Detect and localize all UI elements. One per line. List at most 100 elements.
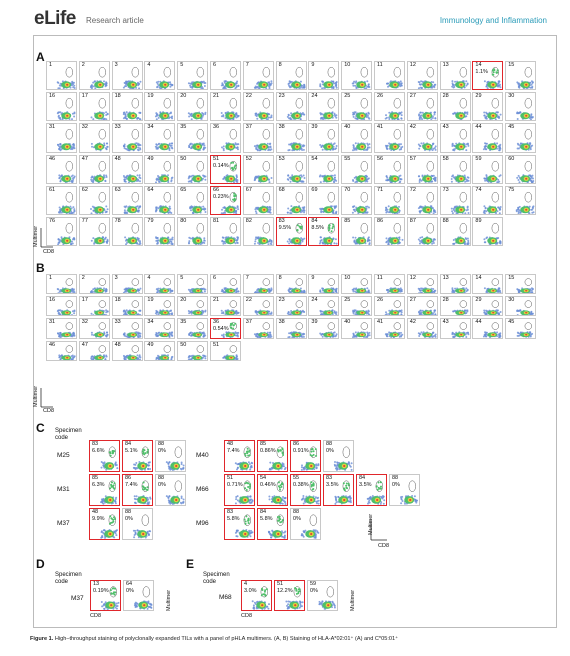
panel-e-code: M68 (219, 594, 232, 601)
plot-number: 36 (213, 319, 220, 326)
plot-number: 55 (344, 155, 351, 162)
panel-c-xlabel: CD8 (378, 543, 390, 549)
plot-number: 3 (114, 275, 118, 281)
plot-percentage: 0% (310, 588, 318, 594)
plot-percentage: 3.5% (359, 482, 372, 488)
plot-number: 25 (344, 93, 351, 100)
plot-number: 34 (147, 124, 154, 131)
plot-number: 48 (92, 509, 99, 515)
panel-e-specimen-label: Specimen code (203, 572, 230, 585)
plot-number: 67 (245, 186, 252, 193)
plot-number: 14 (475, 62, 482, 68)
subject-category[interactable]: Immunology and Inflammation (439, 16, 547, 25)
plot-cell: 12 (406, 61, 438, 91)
plot-cell: 43 (439, 318, 471, 339)
plot-number: 21 (213, 297, 220, 304)
plot-cell: 88 0% (290, 508, 321, 540)
plot-number: 42 (409, 124, 416, 131)
plot-cell: 35 (177, 123, 209, 153)
plot-cell: 1 (46, 61, 77, 91)
plot-cell: 25 (341, 92, 373, 122)
plot-number: 27 (409, 93, 416, 100)
plot-cell: 85 6.3% (89, 474, 120, 506)
plot-cell: 41 (374, 123, 405, 153)
plot-number: 77 (81, 218, 88, 224)
plot-number: 89 (475, 218, 482, 224)
panel-d-code: M37 (71, 595, 84, 602)
plot-cell: 11 (374, 61, 405, 91)
plot-cell: 1 (46, 274, 77, 295)
plot-cell: 31 (46, 318, 77, 339)
plot-number: 12 (409, 62, 416, 68)
plot-cell: 34 (144, 318, 176, 339)
plot-number: 21 (213, 93, 220, 100)
plot-cell: 37 (242, 123, 274, 153)
plot-cell: 6 (210, 274, 241, 295)
plot-number: 83 (326, 475, 333, 481)
plot-cell: 66 0.23% (210, 185, 241, 215)
plot-number: 84 (260, 509, 267, 515)
plot-number: 25 (344, 297, 351, 304)
plot-cell: 28 (439, 296, 471, 317)
plot-percentage: 0.46% (260, 482, 276, 488)
plot-number: 88 (392, 475, 399, 481)
plot-number: 86 (377, 218, 384, 224)
plot-cell: 18 (111, 92, 143, 122)
plot-number: 1 (49, 62, 53, 68)
plot-cell: 36 (210, 123, 241, 153)
plot-cell: 19 (144, 92, 176, 122)
plot-cell: 44 (472, 123, 504, 153)
plot-number: 2 (81, 62, 85, 68)
plot-number: 40 (344, 124, 351, 131)
journal-logo[interactable]: eLife (34, 8, 76, 29)
plot-number: 64 (147, 186, 154, 193)
panel-e-xlabel: CD8 (241, 613, 253, 619)
plot-number: 38 (278, 319, 285, 326)
plot-cell: 7 (242, 274, 274, 295)
plot-number: 13 (442, 62, 449, 68)
plot-cell: 20 (177, 296, 209, 317)
plot-number: 22 (245, 297, 252, 304)
plot-number: 33 (114, 319, 121, 326)
plot-number: 17 (81, 297, 88, 304)
plot-number: 19 (147, 93, 154, 100)
plot-number: 11 (377, 62, 383, 68)
plot-number: 41 (377, 319, 384, 326)
plot-number: 70 (344, 186, 351, 193)
plot-number: 5 (180, 62, 184, 68)
plot-cell: 27 (406, 296, 438, 317)
plot-number: 51 (277, 581, 284, 587)
plot-cell: 24 (308, 92, 340, 122)
plot-number: 54 (311, 155, 318, 162)
plot-number: 35 (180, 124, 187, 131)
panel-e-ylabel: Multimer (350, 589, 356, 611)
plot-number: 62 (81, 186, 88, 193)
plot-cell: 4 3.0% (241, 580, 272, 611)
plot-cell: 4 (144, 274, 176, 295)
plot-number: 88 (293, 509, 300, 515)
plot-percentage: 1.1% (475, 69, 488, 75)
plot-number: 2 (81, 275, 85, 281)
plot-number: 7 (245, 62, 249, 68)
plot-percentage: 8.5% (311, 225, 324, 231)
specimen-code: M40 (196, 452, 209, 459)
plot-cell: 51 0.71% (224, 474, 255, 506)
plot-number: 12 (409, 275, 416, 281)
plot-number: 8 (278, 62, 282, 68)
plot-cell: 51 (210, 340, 241, 361)
plot-number: 51 (213, 341, 220, 348)
plot-number: 79 (147, 218, 154, 224)
plot-percentage: 0% (392, 482, 400, 488)
plot-cell: 8 (275, 61, 307, 91)
plot-number: 85 (344, 218, 351, 224)
plot-number: 6 (213, 62, 217, 68)
plot-cell: 18 (111, 296, 143, 317)
plot-cell: 87 (406, 217, 438, 247)
plot-cell: 21 (210, 296, 241, 317)
plot-percentage: 0.91% (293, 448, 309, 454)
plot-cell: 14 (472, 274, 504, 295)
caption-label: Figure 1. (30, 636, 54, 642)
plot-cell: 29 (472, 92, 504, 122)
panel-c-axis-arrows (370, 519, 387, 541)
plot-number: 44 (475, 124, 482, 131)
